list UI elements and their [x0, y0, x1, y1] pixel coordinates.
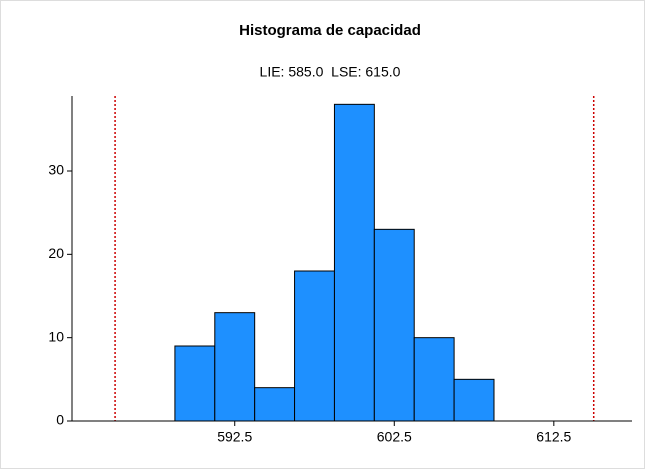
x-tick-label: 612.5	[536, 429, 571, 445]
y-tick-label: 10	[48, 328, 64, 344]
bar	[373, 228, 415, 422]
y-tick-label: 0	[56, 412, 64, 428]
y-tick-label: 20	[48, 245, 64, 261]
chart-subtitle: LIE: 585.0 LSE: 615.0	[260, 64, 401, 80]
bar	[453, 378, 495, 422]
y-tick-label: 30	[48, 162, 64, 178]
chart-title: Histograma de capacidad	[239, 22, 421, 39]
bar	[333, 103, 375, 422]
bar	[214, 312, 256, 422]
bar	[254, 387, 296, 422]
bar	[174, 345, 216, 422]
x-tick-label: 592.5	[217, 429, 252, 445]
bar	[413, 337, 455, 422]
x-tick-label: 602.5	[377, 429, 412, 445]
bar	[294, 270, 335, 422]
